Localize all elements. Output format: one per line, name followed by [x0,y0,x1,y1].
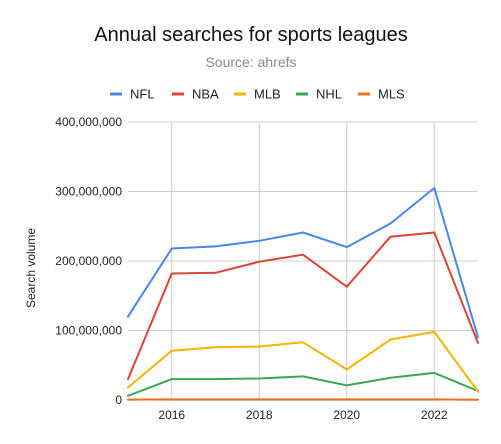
legend-label-mlb: MLB [254,87,281,102]
y-tick-label: 0 [115,393,122,407]
chart-title: Annual searches for sports leagues [94,24,408,46]
legend-label-nfl: NFL [130,87,155,102]
series-lines [127,187,479,401]
y-tick-label: 200,000,000 [55,254,122,268]
legend-label-mls: MLS [378,87,405,102]
y-tick-label: 100,000,000 [55,324,122,338]
x-tick-label: 2016 [158,408,185,422]
series-line-mlb [127,330,479,393]
series-line-nfl [127,187,479,339]
legend-label-nhl: NHL [316,87,342,102]
x-axis-ticks: 2016 2018 2020 2022 [158,408,448,422]
series-line-nhl [127,371,479,397]
chart-subtitle: Source: ahrefs [205,54,296,70]
gridlines [128,121,478,401]
legend-label-nba: NBA [192,87,219,102]
y-axis-ticks: 0 100,000,000 200,000,000 300,000,000 400,00… [55,115,122,407]
series-line-nba [127,231,479,381]
y-tick-label: 400,000,000 [55,115,122,129]
x-tick-label: 2018 [246,408,273,422]
x-tick-label: 2020 [333,408,360,422]
legend: NFL NBA MLB NHL MLS [110,87,405,102]
y-tick-label: 300,000,000 [55,185,122,199]
x-tick-label: 2022 [421,408,448,422]
y-axis-label: Search volume [24,228,38,308]
